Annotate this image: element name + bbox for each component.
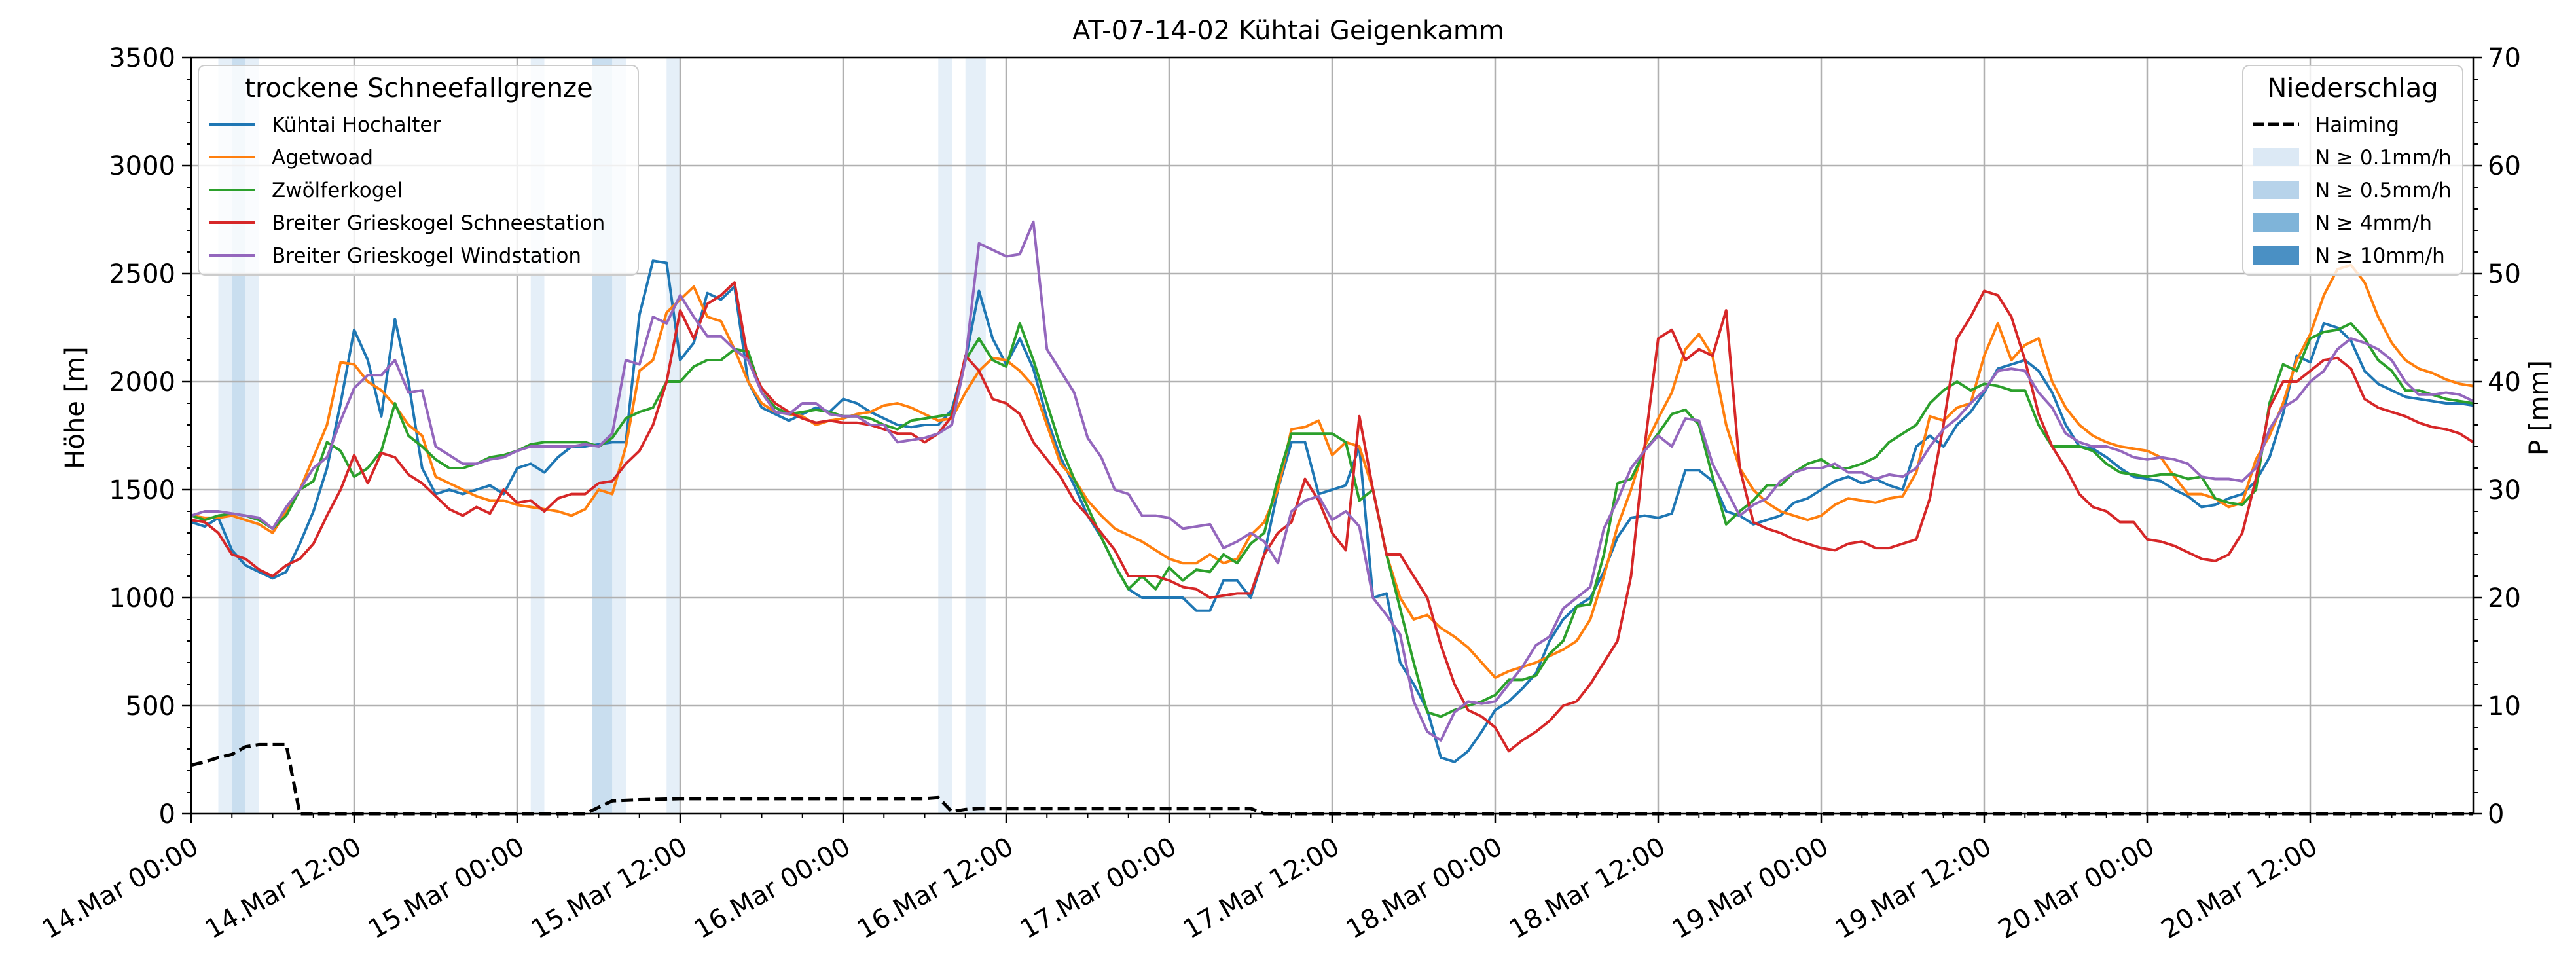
- y2-tick-label-6: 60: [2488, 151, 2521, 181]
- series-line-3: [190, 281, 2475, 753]
- precip-line-haiming: [190, 742, 2473, 816]
- y-tick-label-7: 3500: [109, 43, 175, 73]
- y-axis-ticks: 0 500 1000 1500 2000 2500 3000 3500: [109, 43, 191, 830]
- legend-snowline-label-2: Zwölferkogel: [272, 179, 403, 202]
- x-tick-label-13: 20.Mar 12:00: [2156, 831, 2323, 945]
- series-line-1: [190, 263, 2474, 680]
- precip-band-6: [666, 58, 680, 814]
- legend-precip-label-2: N ≥ 0.5mm/h: [2315, 179, 2452, 202]
- legend-snowline: trockene Schneefallgrenze Kühtai Hochalt…: [198, 65, 639, 276]
- precipitation-series: [190, 742, 2473, 816]
- legend-snowline-label-4: Breiter Grieskogel Windstation: [272, 244, 581, 268]
- y2-axis-ticks: 0 10 20 30 40 50 60 70: [2473, 43, 2521, 830]
- precip-band-7: [938, 58, 952, 814]
- legend-precip-label-3: N ≥ 4mm/h: [2315, 211, 2432, 235]
- legend-precip-swatch-2: [2253, 181, 2299, 199]
- snowline-series: [190, 220, 2475, 763]
- y2-tick-label-7: 70: [2488, 43, 2521, 73]
- y2-tick-label-4: 40: [2488, 367, 2521, 397]
- y2-tick-label-2: 20: [2488, 583, 2521, 613]
- legend-snowline-label-0: Kühtai Hochalter: [272, 113, 441, 137]
- y2-axis-label: P [mm]: [2524, 360, 2554, 456]
- legend-snowline-title: trockene Schneefallgrenze: [245, 73, 592, 103]
- y-tick-label-5: 2500: [109, 259, 175, 289]
- y-tick-label-3: 1500: [109, 475, 175, 505]
- legend-precip-swatch-3: [2253, 213, 2299, 232]
- y-tick-label-0: 0: [159, 799, 175, 830]
- legend-precip-label-1: N ≥ 0.1mm/h: [2315, 146, 2452, 170]
- x-tick-label-0: 14.Mar 00:00: [37, 831, 204, 945]
- x-tick-label-3: 15.Mar 12:00: [526, 831, 693, 945]
- x-tick-label-7: 17.Mar 12:00: [1178, 831, 1345, 945]
- x-tick-label-8: 18.Mar 00:00: [1341, 831, 1508, 945]
- y-tick-label-6: 3000: [109, 151, 175, 181]
- x-tick-label-11: 19.Mar 12:00: [1830, 831, 1997, 945]
- series-line-2: [190, 321, 2474, 718]
- y2-tick-label-1: 10: [2488, 691, 2521, 721]
- x-tick-label-9: 18.Mar 12:00: [1504, 831, 1671, 945]
- y2-tick-label-5: 50: [2488, 259, 2521, 289]
- y-tick-label-2: 1000: [109, 583, 175, 613]
- legend-snowline-label-1: Agetwoad: [272, 146, 373, 170]
- y-tick-label-4: 2000: [109, 367, 175, 397]
- y-tick-label-1: 500: [126, 691, 175, 721]
- legend-precipitation: Niederschlag Haiming N ≥ 0.1mm/h N ≥ 0.5mm…: [2242, 65, 2463, 276]
- x-tick-label-1: 14.Mar 12:00: [200, 831, 367, 945]
- series-line-4: [190, 220, 2474, 742]
- y2-tick-label-3: 30: [2488, 475, 2521, 505]
- x-tick-label-12: 20.Mar 00:00: [1993, 831, 2160, 945]
- legend-snowline-label-3: Breiter Grieskogel Schneestation: [272, 211, 605, 235]
- legend-precip-swatch-4: [2253, 246, 2299, 265]
- x-tick-label-5: 16.Mar 12:00: [852, 831, 1019, 945]
- y2-tick-label-0: 0: [2488, 799, 2504, 830]
- x-tick-label-2: 15.Mar 00:00: [363, 831, 530, 945]
- legend-precip-label-4: N ≥ 10mm/h: [2315, 244, 2445, 268]
- legend-precip-swatch-1: [2253, 148, 2299, 166]
- x-tick-label-10: 19.Mar 00:00: [1667, 831, 1834, 945]
- x-tick-label-6: 17.Mar 00:00: [1015, 831, 1182, 945]
- precip-band-8: [965, 58, 986, 814]
- legend-precip-label-0: Haiming: [2315, 113, 2399, 137]
- chart-title: AT-07-14-02 Kühtai Geigenkamm: [1072, 16, 1504, 46]
- legend-precipitation-title: Niederschlag: [2267, 73, 2438, 103]
- x-tick-label-4: 16.Mar 00:00: [689, 831, 856, 945]
- y-axis-label: Höhe [m]: [60, 346, 90, 469]
